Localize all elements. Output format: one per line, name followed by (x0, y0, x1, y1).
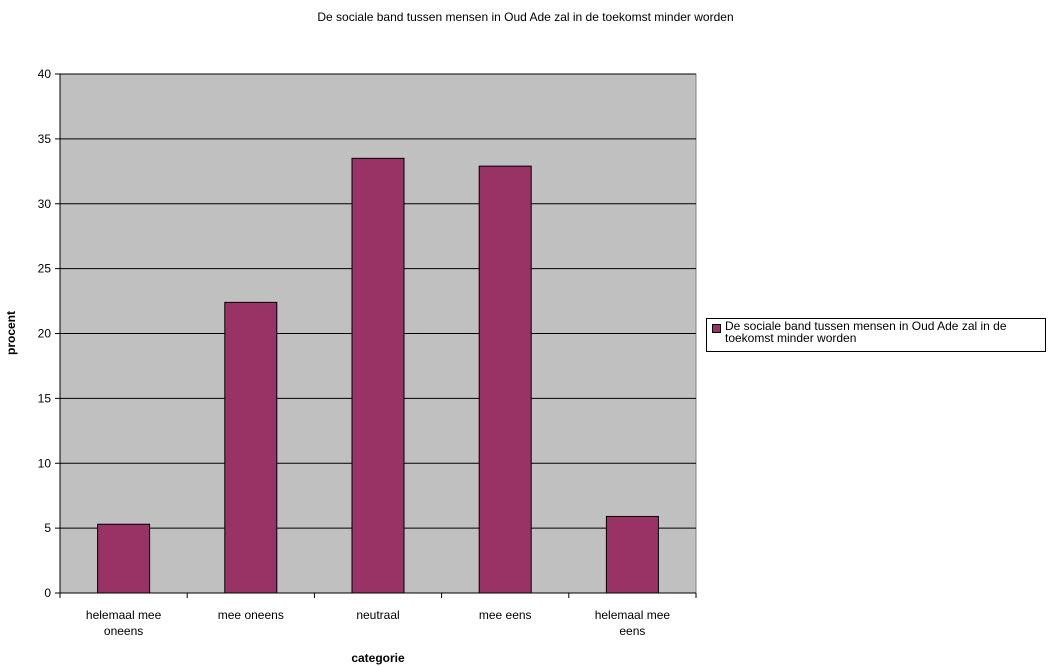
bar-helemaal-mee-oneens (97, 523, 151, 594)
y-tick-label: 15 (38, 391, 52, 405)
x-tick-label: mee eens (479, 608, 532, 622)
x-tick-label: helemaal mee oneens (86, 608, 162, 638)
axes (55, 73, 697, 598)
chart-title: De sociale band tussen mensen in Oud Ade… (317, 10, 734, 24)
x-tick-label: mee oneens (218, 608, 284, 622)
y-tick-labels: 0 5 10 15 20 25 30 35 40 (38, 67, 52, 600)
bars (97, 157, 659, 594)
y-tick-label: 25 (38, 262, 52, 276)
bar-mee-eens (478, 165, 532, 594)
bar-neutraal (351, 157, 405, 594)
y-tick-label: 35 (38, 132, 52, 146)
y-axis-label: procent (4, 311, 18, 356)
x-tick-labels: helemaal mee oneens mee oneens neutraal mee … (86, 608, 671, 638)
y-tick-label: 40 (38, 67, 52, 81)
legend-swatch (712, 324, 721, 333)
y-tick-label: 30 (38, 197, 52, 211)
bar-mee-oneens (224, 301, 278, 594)
legend-label: De sociale band tussen mensen in Oud Ade… (725, 319, 1007, 345)
bar-helemaal-mee-eens (605, 515, 659, 594)
legend: De sociale band tussen mensen in Oud Ade… (706, 318, 1046, 352)
x-tick-label: helemaal mee eens (595, 608, 671, 638)
y-tick-label: 0 (44, 586, 51, 600)
y-tick-label: 10 (38, 456, 52, 470)
x-axis-label: categorie (351, 651, 405, 665)
y-tick-label: 5 (44, 521, 51, 535)
y-tick-label: 20 (38, 327, 52, 341)
x-tick-label: neutraal (356, 608, 399, 622)
